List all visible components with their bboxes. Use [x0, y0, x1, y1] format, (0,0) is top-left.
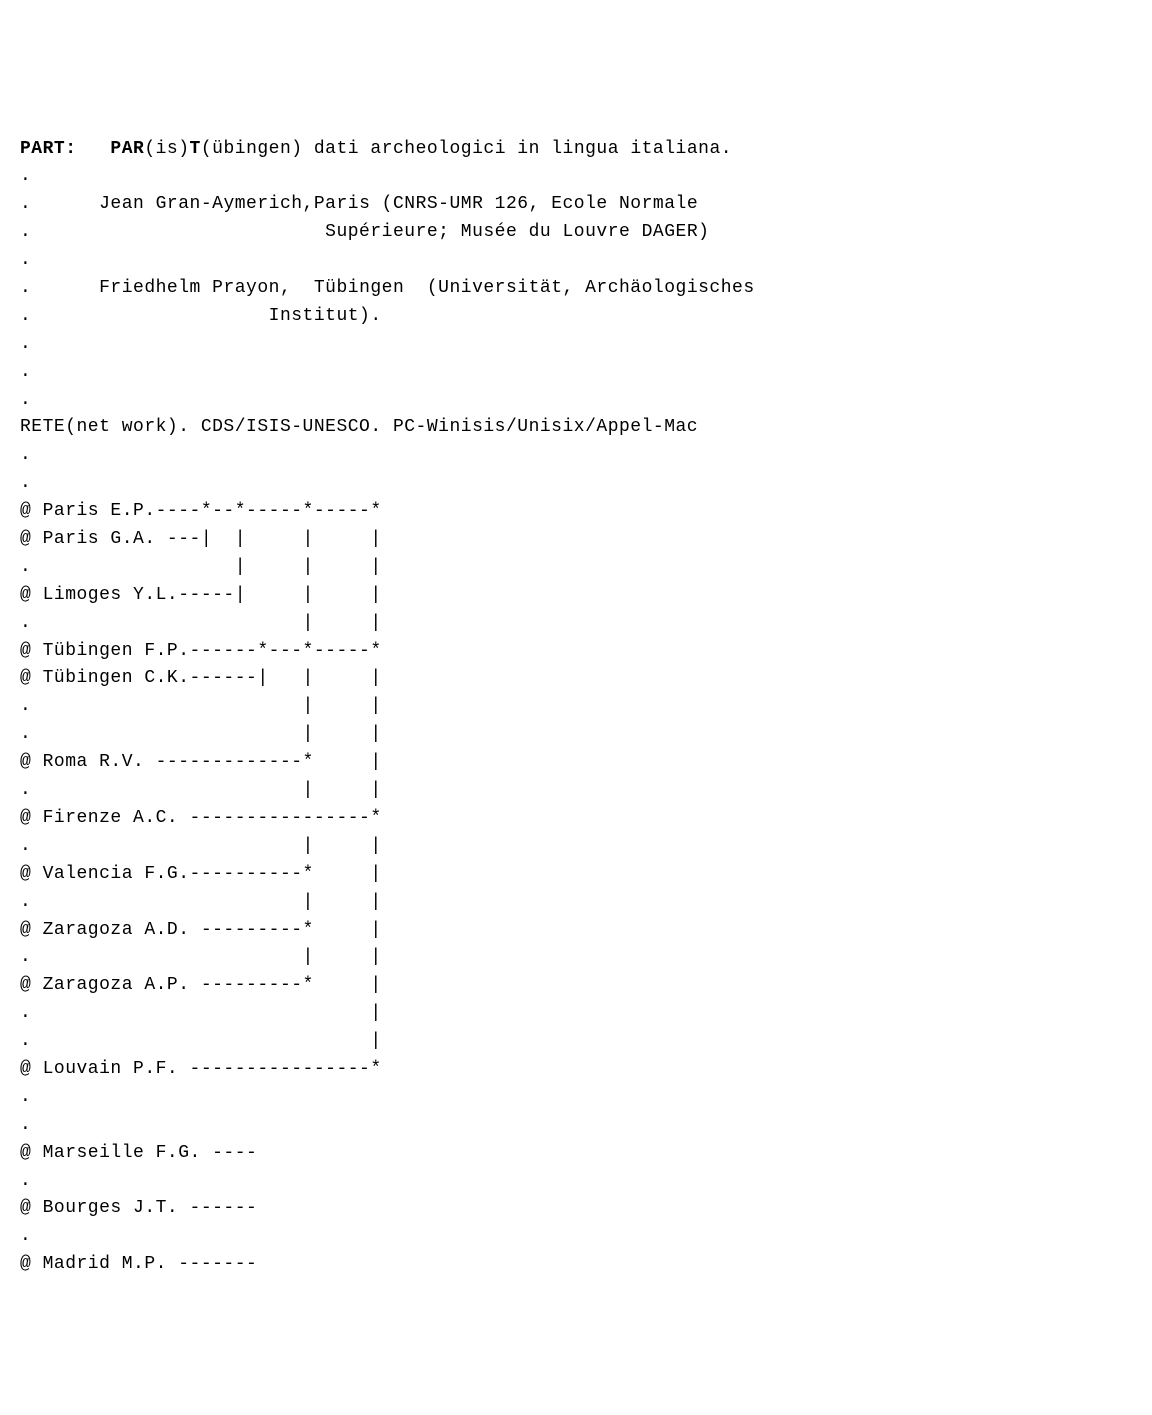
node-zaragoza-ad: @ Zaragoza A.D. ---------* | — [20, 920, 382, 940]
node-valencia: @ Valencia F.G.----------* | — [20, 864, 382, 884]
node-madrid: @ Madrid M.P. ------- — [20, 1254, 257, 1274]
title-mid-1: (is) — [144, 139, 189, 159]
spacer: . | — [20, 1003, 382, 1023]
node-bourges: @ Bourges J.T. ------ — [20, 1198, 257, 1218]
spacer: . | | — [20, 836, 382, 856]
spacer: . — [20, 1115, 31, 1135]
spacer: . | | | — [20, 557, 382, 577]
spacer: . — [20, 1226, 31, 1246]
node-limoges: @ Limoges Y.L.-----| | | — [20, 585, 382, 605]
spacer: . | | — [20, 613, 382, 633]
author-1-line-1: Jean Gran-Aymerich,Paris (CNRS-UMR 126, … — [99, 194, 698, 214]
spacer: . | | — [20, 892, 382, 912]
network-title: RETE(net work). CDS/ISIS-UNESCO. PC-Wini… — [20, 417, 698, 437]
node-zaragoza-ap: @ Zaragoza A.P. ---------* | — [20, 975, 382, 995]
node-marseille: @ Marseille F.G. ---- — [20, 1143, 257, 1163]
node-firenze: @ Firenze A.C. ----------------* — [20, 808, 382, 828]
title-rest: (übingen) dati archeologici in lingua it… — [201, 139, 732, 159]
node-tubingen-fp: @ Tübingen F.P.------*---*-----* — [20, 641, 382, 661]
spacer: . | | — [20, 724, 382, 744]
node-tubingen-ck: @ Tübingen C.K.------| | | — [20, 668, 382, 688]
node-paris-ga: @ Paris G.A. ---| | | | — [20, 529, 382, 549]
node-roma: @ Roma R.V. -------------* | — [20, 752, 382, 772]
spacer: . | | — [20, 780, 382, 800]
title-bold-2: T — [190, 139, 201, 159]
spacer: . — [20, 1087, 31, 1107]
title-bold-1: PAR — [110, 139, 144, 159]
part-label: PART: — [20, 139, 77, 159]
spacer: . | — [20, 1031, 382, 1051]
author-1-line-2: Supérieure; Musée du Louvre DAGER) — [325, 222, 709, 242]
node-paris-ep: @ Paris E.P.----*--*-----*-----* — [20, 501, 382, 521]
spacer: . | | — [20, 947, 382, 967]
node-louvain: @ Louvain P.F. ----------------* — [20, 1059, 382, 1079]
spacer: . — [20, 1171, 31, 1191]
author-2-line-1: Friedhelm Prayon, Tübingen (Universität,… — [99, 278, 755, 298]
spacer: . | | — [20, 696, 382, 716]
author-2-line-2: Institut). — [269, 306, 382, 326]
